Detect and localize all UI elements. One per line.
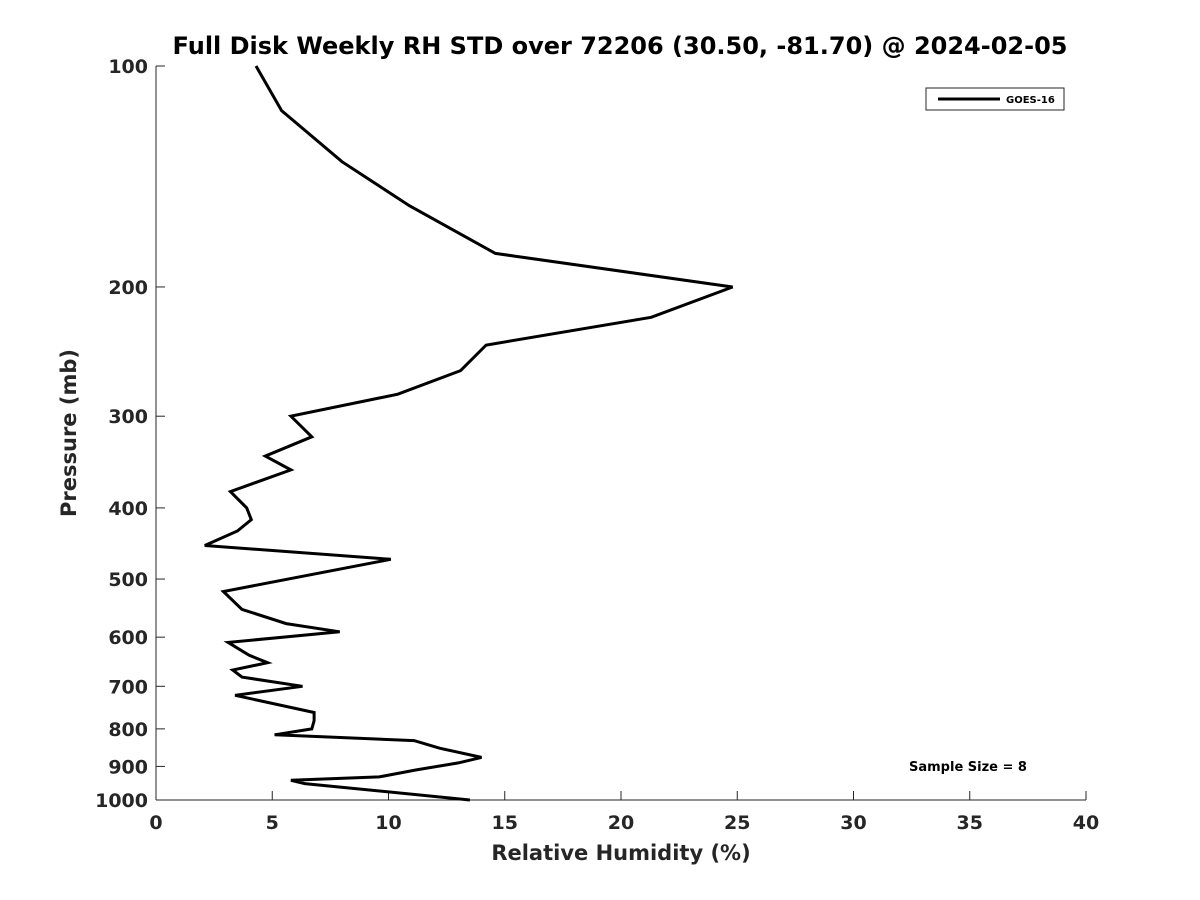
x-ticks: 0 5 10 15 20 25 30 35 40: [149, 791, 1099, 834]
y-tick-label: 1000: [95, 790, 148, 812]
y-tick-label: 100: [108, 56, 148, 78]
x-tick-label: 0: [149, 812, 162, 834]
x-tick-label: 30: [840, 812, 866, 834]
x-tick-label: 10: [375, 812, 401, 834]
x-tick-label: 15: [492, 812, 518, 834]
chart-title: Full Disk Weekly RH STD over 72206 (30.5…: [173, 32, 1068, 60]
sample-size-annotation: Sample Size = 8: [909, 760, 1027, 775]
x-tick-label: 40: [1073, 812, 1099, 834]
y-tick-label: 500: [108, 569, 148, 591]
y-tick-label: 600: [108, 627, 148, 649]
x-tick-label: 20: [608, 812, 634, 834]
legend-label-goes-16: GOES-16: [1006, 95, 1055, 106]
x-tick-label: 5: [266, 812, 279, 834]
legend: GOES-16: [925, 87, 1065, 111]
x-tick-label: 25: [724, 812, 750, 834]
y-tick-label: 200: [108, 277, 148, 299]
series-line-goes-16: [204, 65, 734, 802]
x-tick-label: 35: [957, 812, 983, 834]
x-axis-label: Relative Humidity (%): [491, 841, 750, 865]
y-tick-label: 400: [108, 498, 148, 520]
y-tick-label: 900: [108, 756, 148, 778]
y-tick-label: 800: [108, 719, 148, 741]
y-axis-label: Pressure (mb): [57, 349, 81, 517]
series-layer: [204, 65, 734, 802]
y-tick-label: 300: [108, 406, 148, 428]
y-ticks: 100 200 300 400 500 600 700 800 900 1000: [95, 56, 165, 812]
y-tick-label: 700: [108, 676, 148, 698]
